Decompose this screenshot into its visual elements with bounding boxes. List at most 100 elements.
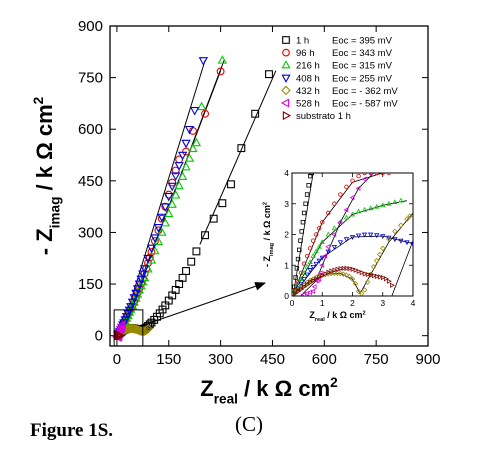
main-point-triangle-down (136, 275, 146, 285)
inset-point-triangle-up (355, 208, 362, 214)
inset-point-triangle-right (314, 276, 320, 282)
inset-point-diamond (380, 245, 386, 252)
main-y-tick-label: 150 (78, 276, 103, 293)
main-point-triangle-up (153, 236, 164, 246)
inset-y-tick-label: 1 (284, 260, 289, 270)
inset-point-triangle-right (341, 265, 347, 271)
main-point-triangle-up (184, 153, 195, 162)
main-fit-line-3 (123, 60, 206, 324)
main-point-triangle-up (177, 171, 188, 180)
inset-point-circle (307, 246, 313, 251)
panel-label: (C) (235, 412, 263, 436)
inset-point-triangle-left (337, 219, 343, 225)
inset-point-triangle-left (311, 284, 317, 290)
inset-point-triangle-down (392, 237, 398, 243)
inset-point-square (298, 238, 303, 243)
inset-point-triangle-left (343, 207, 349, 213)
inset-point-triangle-up (325, 231, 331, 237)
inset-point-triangle-right (305, 281, 311, 288)
inset-point-triangle-down (304, 272, 310, 278)
inset-point-triangle-down (349, 235, 356, 240)
inset-point-square (306, 183, 311, 188)
inset-point-circle (301, 261, 307, 266)
inset-point-triangle-left (307, 289, 312, 295)
inset-point-triangle-up (313, 248, 319, 254)
main-point-square (187, 257, 196, 266)
inset-point-circle (350, 178, 355, 183)
inset-point-diamond (337, 270, 344, 277)
inset-y-tick-label: 2 (284, 230, 289, 240)
legend-marker-triangle-down (281, 74, 291, 83)
main-point-triangle-left (115, 324, 125, 334)
inset-series-1 (292, 173, 391, 293)
main-point-square (209, 214, 218, 223)
inset-point-triangle-right (389, 282, 395, 288)
inset-point-triangle-down (361, 232, 368, 238)
inset-point-diamond (343, 272, 350, 278)
legend-eoc: Eoc = - 362 mV (332, 86, 398, 97)
legend-label: 528 h (296, 99, 320, 110)
inset-fit-line-6 (391, 240, 413, 296)
inset-point-triangle-right (386, 278, 392, 284)
inset-point-circle (386, 173, 391, 176)
inset-point-triangle-down (301, 277, 307, 283)
main-point-triangle-down (146, 244, 157, 254)
main-y-axis-title: - Zimag / k Ω cm2 (31, 96, 63, 255)
main-point-triangle-down (171, 172, 181, 181)
inset-point-circle (304, 253, 310, 259)
main-y-tick-label: 450 (78, 173, 103, 190)
main-point-triangle-down (157, 213, 167, 223)
inset-fit-line-4 (293, 212, 413, 295)
inset-point-triangle-right (347, 265, 353, 272)
legend-label: 408 h (296, 73, 320, 84)
legend-eoc: Eoc = 343 mV (332, 48, 393, 59)
main-point-square (237, 144, 246, 153)
inset-point-triangle-right (374, 273, 380, 279)
inset-point-triangle-down (313, 261, 319, 267)
inset-point-triangle-up (316, 243, 322, 249)
inset-point-diamond (364, 279, 371, 285)
inset-point-triangle-down (307, 268, 313, 273)
main-point-triangle-down (134, 280, 145, 289)
inset-point-triangle-up (331, 225, 338, 231)
legend-eoc: Eoc = 315 mV (332, 61, 393, 72)
zoom-arrow (142, 282, 267, 326)
zoom-box (113, 309, 144, 347)
inset-point-diamond (346, 273, 353, 280)
inset-point-triangle-right (317, 274, 323, 280)
legend-eoc: Eoc = 255 mV (332, 73, 393, 84)
inset-point-triangle-right (362, 271, 368, 277)
inset-point-triangle-down (316, 258, 322, 264)
inset-point-triangle-up (298, 276, 304, 281)
legend-label: 432 h (296, 86, 320, 97)
main-point-triangle-left (116, 322, 126, 332)
inset-series-5 (301, 173, 373, 296)
legend-marker-triangle-up (281, 60, 291, 69)
main-y-tick-label: 300 (78, 224, 103, 241)
main-y-tick-label: 0 (95, 328, 103, 345)
inset-point-triangle-right (299, 286, 305, 292)
inset-point-triangle-right (296, 288, 302, 295)
main-point-circle (171, 166, 180, 175)
inset-point-triangle-up (386, 200, 392, 206)
main-x-tick-label: 600 (312, 351, 337, 368)
main-series-4 (113, 323, 153, 340)
inset-x-tick-label: 2 (350, 298, 355, 308)
main-point-square (218, 199, 227, 208)
inset-point-triangle-up (392, 199, 398, 205)
main-point-square (265, 70, 273, 79)
main-point-triangle-right (117, 330, 126, 341)
main-point-diamond (127, 323, 138, 334)
inset-point-diamond (404, 216, 410, 222)
inset-point-triangle-left (313, 277, 319, 284)
inset-point-square (299, 229, 304, 234)
inset-point-triangle-right (383, 276, 389, 282)
legend-label: 96 h (296, 48, 315, 59)
inset-point-triangle-down (398, 238, 404, 244)
inset-point-triangle-right (302, 284, 308, 290)
inset-point-diamond (376, 251, 383, 258)
inset-plot-frame (291, 172, 414, 297)
main-point-square (251, 109, 260, 118)
